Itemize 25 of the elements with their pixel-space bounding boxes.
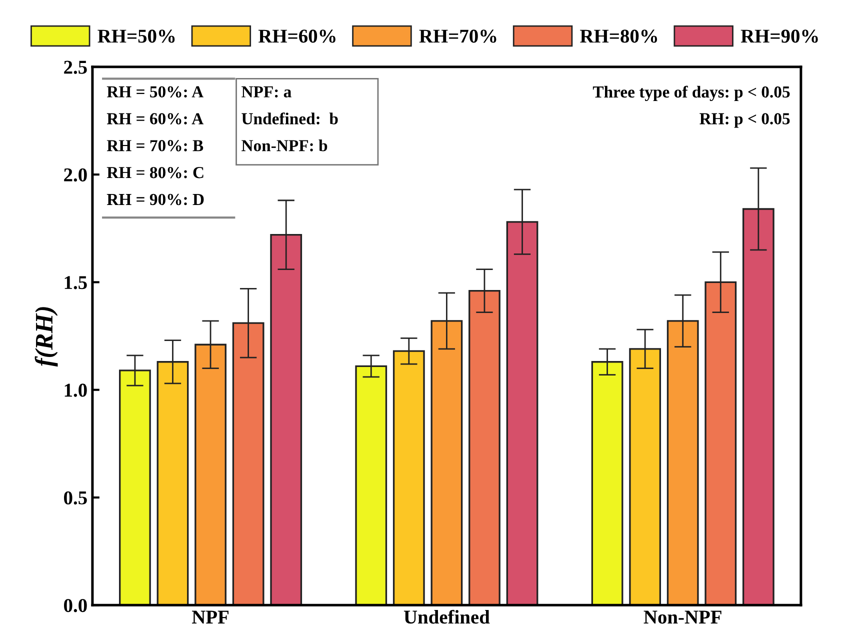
annotation: RH = 70%: B: [106, 140, 204, 152]
y-tick-label: 0.0: [64, 598, 87, 612]
legend-label: RH=90%: [740, 30, 818, 43]
x-tick-label: Undefined: [404, 610, 490, 624]
legend-label: RH=50%: [98, 30, 175, 43]
annotation: NPF: a: [242, 86, 292, 98]
y-tick-label: 2.0: [64, 168, 87, 182]
x-tick-label: NPF: [192, 610, 228, 624]
y-axis-title: f(RH): [34, 307, 58, 367]
annotation: Non-NPF: b: [242, 140, 328, 152]
annotation: RH = 90%: D: [106, 194, 204, 206]
y-tick-label: 0.5: [64, 491, 87, 505]
y-tick-label: 1.0: [64, 384, 87, 397]
annotation: RH = 80%: C: [106, 166, 204, 178]
legend-label: RH=80%: [580, 30, 658, 43]
legend-label: RH=70%: [419, 30, 496, 43]
y-tick-label: 2.5: [64, 60, 87, 74]
y-tick-label: 1.5: [64, 276, 87, 290]
x-tick-label: Non-NPF: [644, 610, 722, 624]
annotation: RH = 60%: A: [106, 113, 204, 124]
annotation: RH = 50%: A: [106, 86, 204, 98]
annotation: Three type of days: p < 0.05: [592, 86, 790, 102]
legend-label: RH=60%: [258, 30, 336, 43]
annotation: RH: p < 0.05: [700, 113, 790, 128]
annotation: Undefined: b: [242, 112, 338, 124]
